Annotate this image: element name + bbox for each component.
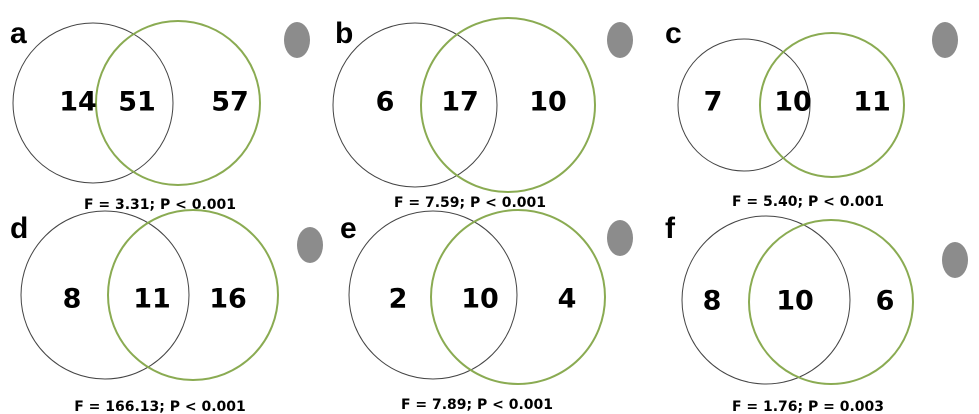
count-right: 16 bbox=[209, 284, 247, 315]
taxon-icon bbox=[932, 22, 958, 58]
taxon-icon bbox=[607, 22, 633, 58]
taxon-icon bbox=[284, 22, 310, 58]
count-right: 10 bbox=[529, 87, 567, 118]
stats: F = 1.76; P = 0.003 bbox=[732, 399, 884, 414]
panel-letter: b bbox=[335, 17, 353, 50]
count-left: 7 bbox=[704, 87, 723, 118]
count-left: 6 bbox=[376, 87, 395, 118]
count-right: 4 bbox=[558, 284, 577, 315]
count-both: 10 bbox=[776, 286, 814, 317]
panel-letter: e bbox=[340, 212, 357, 245]
taxon-icon bbox=[297, 227, 323, 263]
venn-figure: a145157F = 3.31; P < 0.001b61710F = 7.59… bbox=[0, 0, 979, 414]
count-both: 10 bbox=[461, 284, 499, 315]
stats: F = 166.13; P < 0.001 bbox=[74, 399, 246, 414]
count-right: 57 bbox=[211, 87, 249, 118]
panel-letter: c bbox=[665, 17, 682, 50]
count-both: 11 bbox=[133, 284, 171, 315]
count-right: 11 bbox=[853, 87, 891, 118]
stats: F = 5.40; P < 0.001 bbox=[732, 194, 884, 210]
count-left: 8 bbox=[703, 286, 722, 317]
panel-letter: a bbox=[10, 17, 27, 50]
stats: F = 7.89; P < 0.001 bbox=[401, 397, 553, 413]
taxon-icon bbox=[942, 242, 968, 278]
count-both: 10 bbox=[774, 87, 812, 118]
count-both: 51 bbox=[118, 87, 156, 118]
count-right: 6 bbox=[876, 286, 895, 317]
panel-letter: d bbox=[10, 212, 28, 245]
count-left: 14 bbox=[59, 87, 97, 118]
count-both: 17 bbox=[441, 87, 479, 118]
panel-letter: f bbox=[665, 212, 676, 245]
taxon-icon bbox=[607, 220, 633, 256]
stats: F = 7.59; P < 0.001 bbox=[394, 195, 546, 211]
count-left: 2 bbox=[389, 284, 408, 315]
set-right bbox=[431, 210, 605, 384]
count-left: 8 bbox=[63, 284, 82, 315]
